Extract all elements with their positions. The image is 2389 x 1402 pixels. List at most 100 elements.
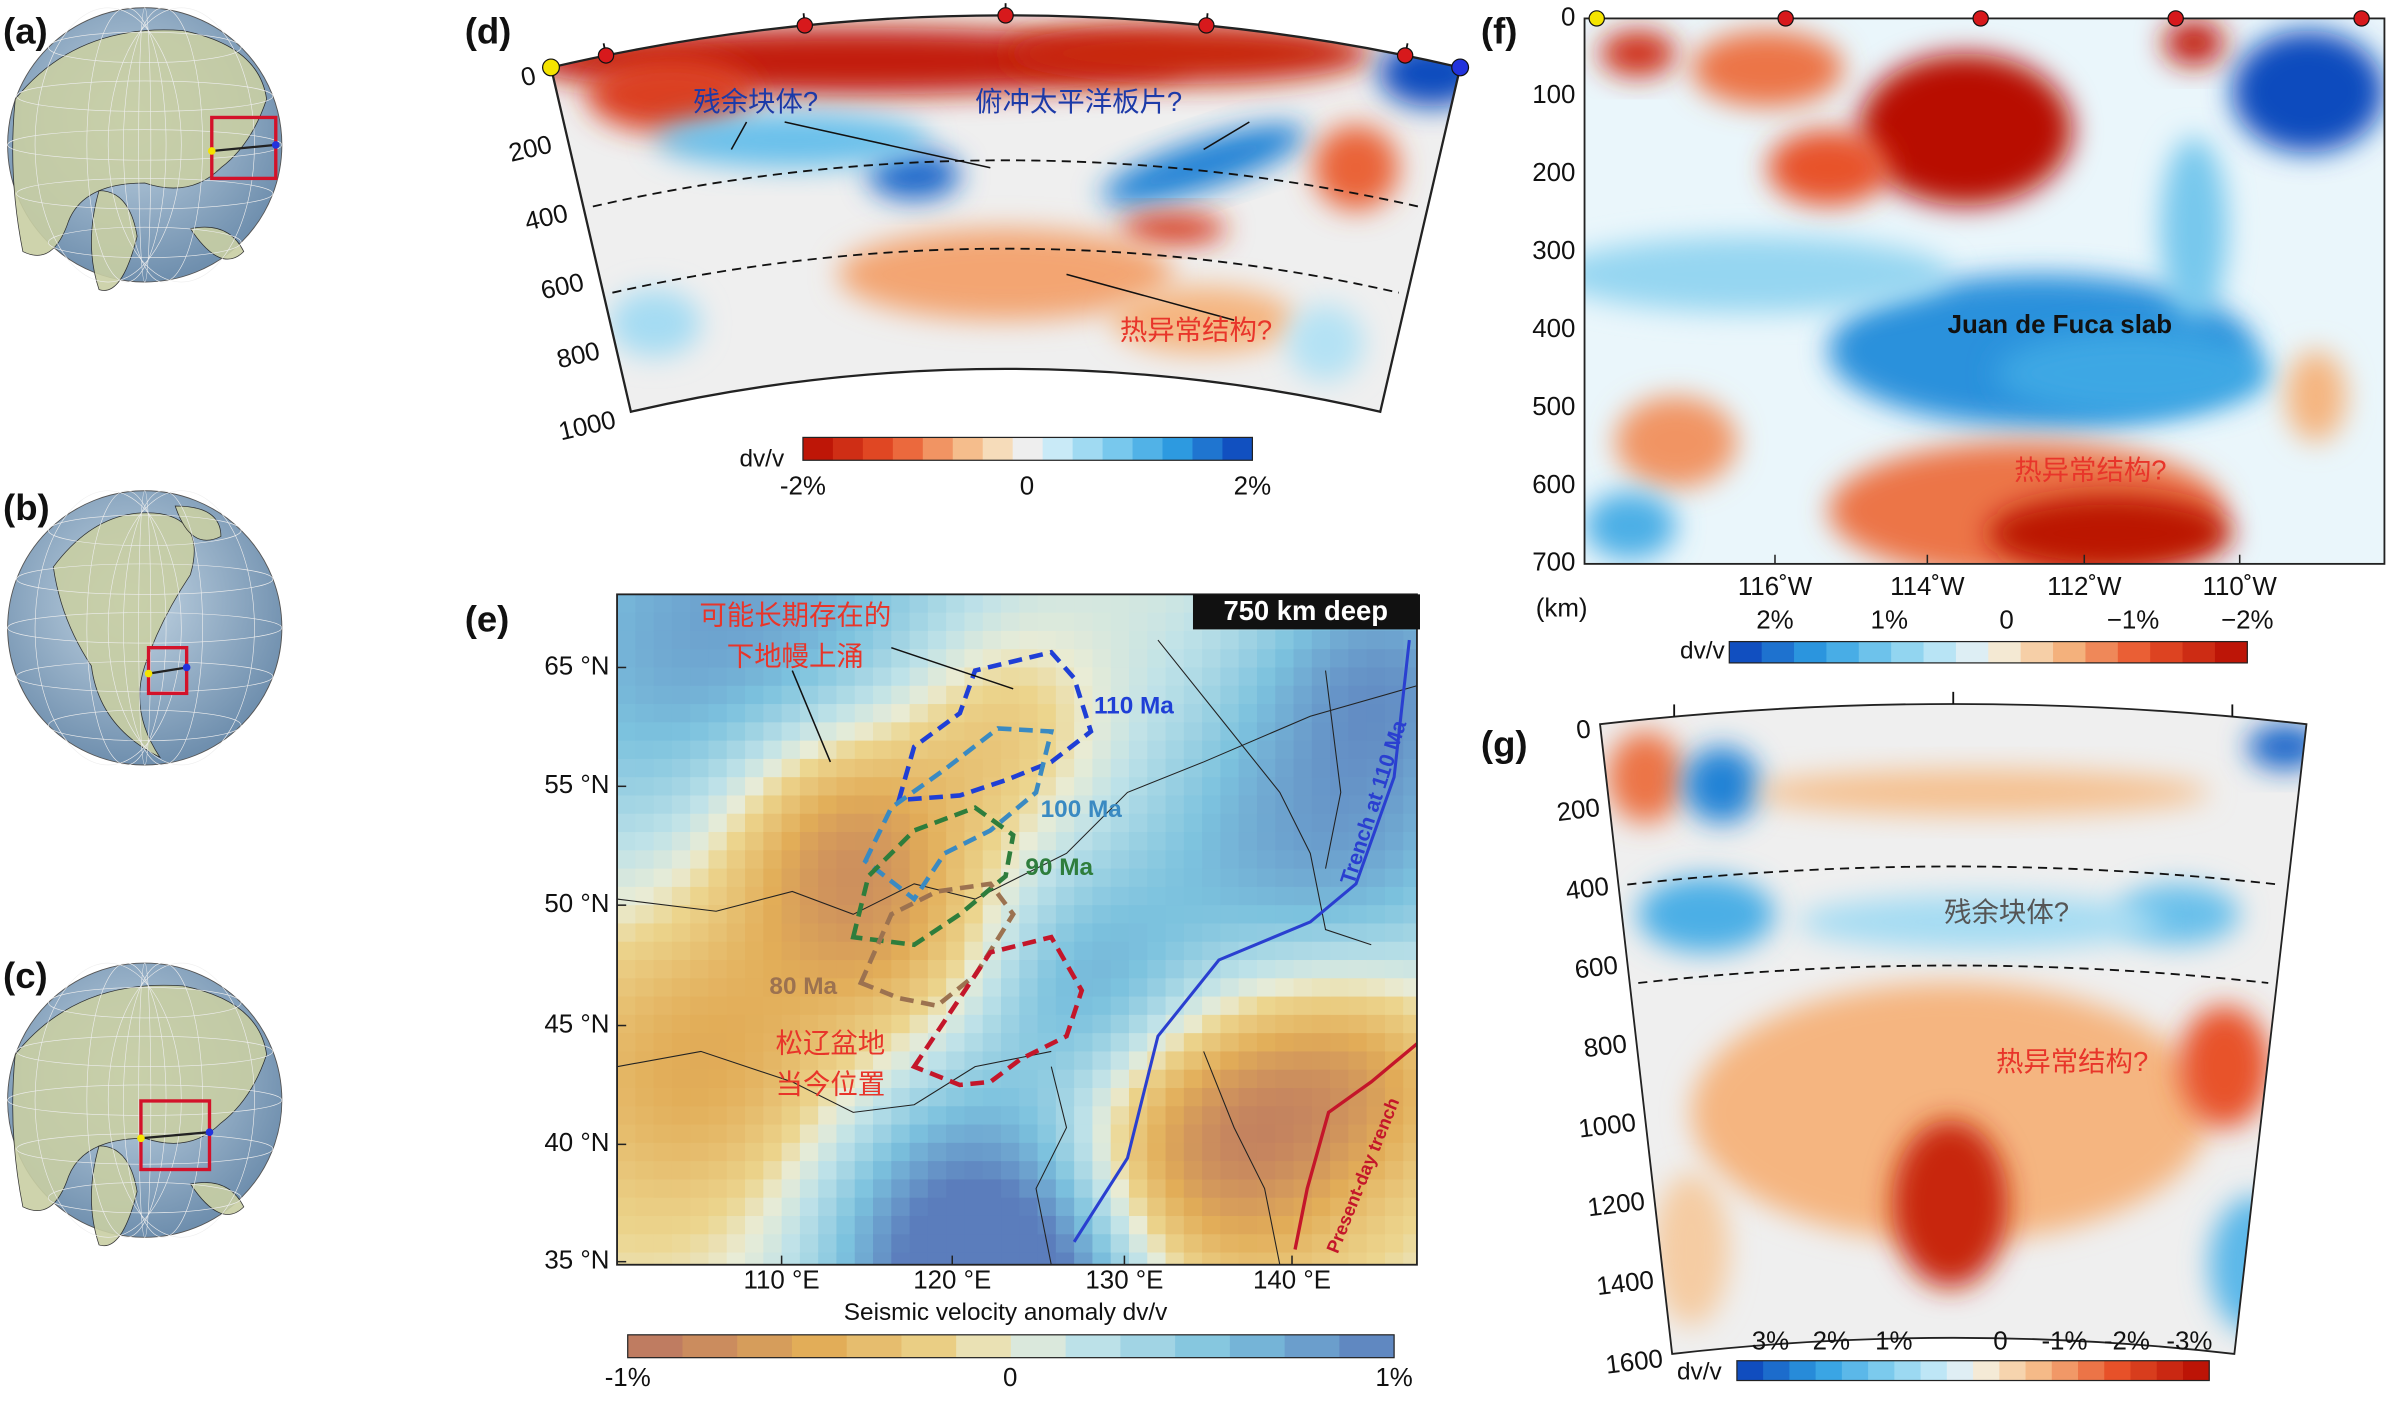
- map-cell: [1092, 612, 1112, 632]
- map-cell: [909, 960, 929, 979]
- map-cell: [653, 1197, 673, 1217]
- map-cell: [745, 941, 764, 961]
- graticule: [48, 709, 242, 741]
- map-cell: [1293, 1215, 1313, 1235]
- map-cell: [1128, 1197, 1148, 1217]
- map-cell: [1019, 1179, 1039, 1199]
- colorbar-cell: [922, 437, 954, 461]
- map-cell: [708, 722, 728, 742]
- map-cell: [891, 630, 911, 650]
- colorbar-cell: [1761, 641, 1795, 663]
- map-cell: [818, 1051, 838, 1071]
- map-cell: [1165, 941, 1185, 961]
- map-cell: [1147, 996, 1167, 1016]
- map-cell: [1110, 1051, 1130, 1071]
- map-cell: [1384, 1234, 1404, 1254]
- contour-label: 110 Ma: [1094, 693, 1174, 720]
- map-cell: [617, 1197, 636, 1217]
- map-cell: [745, 740, 764, 760]
- x-tick-label: 110˚W: [2203, 573, 2278, 601]
- map-cell: [1147, 612, 1167, 632]
- map-cell: [836, 795, 856, 815]
- map-cell: [1311, 1215, 1331, 1235]
- map-cell: [1366, 923, 1386, 943]
- y-tick-label: 40 °N: [544, 1129, 609, 1157]
- map-cell: [1183, 813, 1203, 833]
- map-cell: [1330, 685, 1349, 705]
- map-cell: [1256, 1106, 1276, 1126]
- map-cell: [763, 868, 783, 888]
- map-cell: [909, 923, 929, 943]
- map-cell: [1366, 1087, 1386, 1107]
- map-cell: [873, 1252, 892, 1265]
- map-cell: [1293, 704, 1313, 723]
- map-cell: [946, 1142, 966, 1162]
- map-cell: [836, 996, 856, 1016]
- map-cell: [1055, 1033, 1075, 1053]
- colorbar-cell: [627, 1334, 683, 1358]
- map-cell: [708, 1087, 728, 1107]
- map-cell: [818, 923, 838, 943]
- map-cell: [1311, 832, 1331, 851]
- map-cell: [927, 740, 947, 760]
- map-cell: [745, 1124, 764, 1144]
- map-cell: [1128, 594, 1148, 614]
- colorbar-cell: [1120, 1334, 1176, 1358]
- map-cell: [1001, 649, 1020, 669]
- colorbar-cell: [1229, 1334, 1286, 1358]
- map-cell: [1330, 813, 1349, 833]
- map-cell: [854, 941, 874, 961]
- map-cell: [818, 996, 838, 1016]
- map-cell: [1019, 649, 1039, 669]
- map-cell: [617, 1069, 636, 1089]
- depth-tick-label: 400: [522, 200, 570, 237]
- map-cell: [927, 1142, 947, 1162]
- map-cell: [1275, 886, 1295, 906]
- map-cell: [1275, 1179, 1295, 1199]
- map-cell: [1147, 1234, 1167, 1254]
- map-cell: [854, 1033, 874, 1053]
- map-cell: [1055, 1124, 1075, 1144]
- map-cell: [1403, 1234, 1417, 1254]
- map-cell: [635, 594, 655, 614]
- map-cell: [1055, 722, 1075, 742]
- map-cell: [726, 813, 746, 833]
- colorbar-cell: [2214, 641, 2248, 663]
- map-cell: [946, 1014, 966, 1034]
- map-cell: [1092, 850, 1112, 870]
- map-cell: [1366, 667, 1386, 687]
- map-cell: [927, 667, 947, 687]
- map-cell: [891, 740, 911, 760]
- map-cell: [1220, 996, 1240, 1016]
- map-cell: [1220, 1179, 1240, 1199]
- map-cell: [1128, 1142, 1148, 1162]
- map-cell: [1128, 1252, 1148, 1265]
- map-cell: [1092, 630, 1112, 650]
- map-cell: [1019, 923, 1039, 943]
- map-cell: [1037, 1087, 1057, 1107]
- map-cell: [1037, 612, 1057, 632]
- graticule: [138, 490, 152, 766]
- contour: [850, 805, 1016, 948]
- map-cell: [653, 978, 673, 998]
- map-cell: [708, 649, 728, 669]
- map-cell: [964, 1014, 984, 1034]
- map-cell: [1001, 758, 1020, 778]
- map-cell: [1293, 886, 1313, 906]
- contour-label: 80 Ma: [769, 973, 837, 1000]
- map-cell: [1238, 813, 1258, 833]
- map-cell: [1403, 1161, 1417, 1181]
- map-cell: [1147, 850, 1167, 870]
- map-cell: [1220, 1142, 1240, 1162]
- map-cell: [690, 685, 710, 705]
- profile-end: [137, 1134, 145, 1143]
- map-cell: [836, 1069, 856, 1089]
- depth-tick-label: 1000: [556, 406, 618, 446]
- map-cell: [1403, 1069, 1417, 1089]
- map-cell: [763, 1161, 783, 1181]
- map-cell: [1348, 667, 1368, 687]
- map-cell: [818, 1215, 838, 1235]
- depth-tick-label: 1600: [1604, 1345, 1665, 1380]
- map-cell: [1092, 1106, 1112, 1126]
- map-cell: [617, 1142, 636, 1162]
